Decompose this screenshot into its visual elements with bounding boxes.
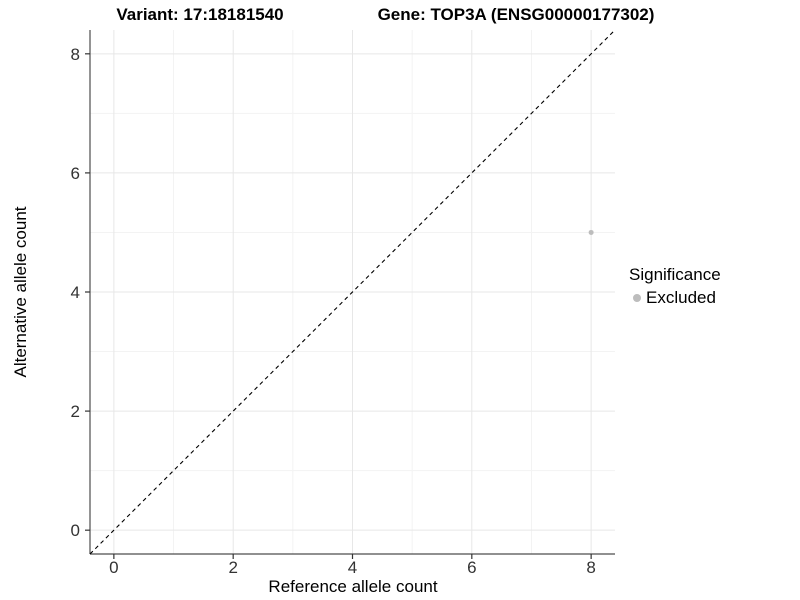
plot-title-variant: Variant: 17:18181540 [116, 5, 284, 24]
legend-item-label: Excluded [646, 288, 716, 307]
data-point [588, 229, 594, 235]
x-tick-label: 8 [586, 558, 595, 577]
y-tick-label: 8 [71, 45, 80, 64]
x-tick-label: 0 [109, 558, 118, 577]
identity-dashed-line [89, 29, 616, 555]
plot-title-gene: Gene: TOP3A (ENSG00000177302) [377, 5, 655, 24]
y-tick-label: 2 [71, 402, 80, 421]
x-tick-label: 6 [467, 558, 476, 577]
legend-point-icon [633, 294, 641, 302]
x-tick-label: 4 [348, 558, 357, 577]
x-axis-title: Reference allele count [268, 577, 438, 596]
legend-title: Significance [629, 265, 721, 284]
y-tick-label: 4 [71, 283, 80, 302]
legend: Significance Excluded [629, 265, 721, 308]
y-tick-label: 6 [71, 164, 80, 183]
y-axis-title: Alternative allele count [11, 206, 30, 378]
legend-item-excluded: Excluded [629, 288, 721, 308]
x-tick-label: 2 [228, 558, 237, 577]
y-tick-label: 0 [71, 521, 80, 540]
